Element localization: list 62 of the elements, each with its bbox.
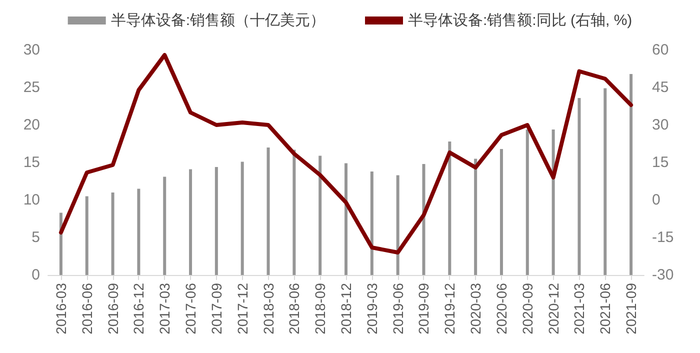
y-tick-label: 15 <box>23 154 40 171</box>
x-tick-label: 2019-09 <box>416 282 432 334</box>
bar <box>500 149 503 275</box>
bar <box>266 148 270 275</box>
bar <box>448 142 452 275</box>
bar <box>370 172 374 275</box>
bar <box>396 175 400 275</box>
y2-tick-label: 0 <box>652 192 660 208</box>
x-tick-label: 2017-09 <box>208 282 224 334</box>
x-tick-label: 2020-12 <box>545 282 562 334</box>
x-tick-label: 2018-06 <box>286 282 302 334</box>
bar <box>474 158 478 275</box>
x-tick-label: 2018-12 <box>338 282 354 334</box>
x-tick-label: 2021-06 <box>597 282 614 334</box>
x-tick-label: 2019-12 <box>442 282 458 334</box>
y2-tick-label: 45 <box>652 79 669 96</box>
y-tick-label: 20 <box>23 116 40 134</box>
bar <box>526 130 529 275</box>
bar <box>214 167 218 275</box>
bar <box>292 150 296 275</box>
y2-tick-label: -30 <box>652 266 674 284</box>
x-tick-label: 2019-06 <box>390 282 406 334</box>
x-tick-label: 2018-09 <box>312 282 328 334</box>
bar <box>163 176 166 275</box>
x-tick-label: 2017-06 <box>182 282 199 334</box>
x-tick-label: 2021-03 <box>571 282 588 334</box>
y2-tick-label: -15 <box>652 229 674 246</box>
x-tick-label: 2016-12 <box>130 282 147 334</box>
bar <box>552 130 555 275</box>
x-tick-label: 2016-09 <box>104 282 121 334</box>
x-tick-label: 2017-12 <box>234 282 250 334</box>
y2-tick-label: 30 <box>652 116 669 134</box>
y2-tick-label: 15 <box>652 154 669 171</box>
bar <box>137 188 140 275</box>
bar <box>604 88 607 275</box>
legend-label: 半导体设备:销售额（十亿美元） <box>110 12 326 29</box>
bar <box>344 163 348 275</box>
y-tick-label: 25 <box>23 79 40 96</box>
line-series <box>58 53 634 254</box>
x-tick-label: 2021-09 <box>623 282 640 334</box>
bar <box>578 98 581 275</box>
x-tick-label: 2020-06 <box>493 282 510 334</box>
x-tick-label: 2016-03 <box>52 282 69 334</box>
x-tick-label: 2020-09 <box>519 282 536 334</box>
x-tick-label: 2016-06 <box>78 282 95 334</box>
y-tick-label: 30 <box>23 42 40 58</box>
x-tick-label: 2020-03 <box>468 282 484 334</box>
bar <box>318 156 322 275</box>
bar <box>422 164 426 275</box>
y2-tick-label: 60 <box>652 42 669 58</box>
bar <box>111 192 114 275</box>
bar <box>189 169 192 275</box>
y-tick-label: 5 <box>32 229 40 246</box>
y-tick-label: 0 <box>32 266 40 284</box>
x-tick-label: 2018-03 <box>260 282 276 334</box>
bar <box>85 196 88 275</box>
y-tick-label: 10 <box>23 192 40 208</box>
bar <box>630 74 633 275</box>
bar <box>240 162 244 275</box>
x-tick-label: 2019-03 <box>364 282 380 334</box>
x-tick-label: 2017-03 <box>156 282 173 334</box>
legend-label: 半导体设备:销售额:同比 (右轴, %) <box>408 12 632 29</box>
